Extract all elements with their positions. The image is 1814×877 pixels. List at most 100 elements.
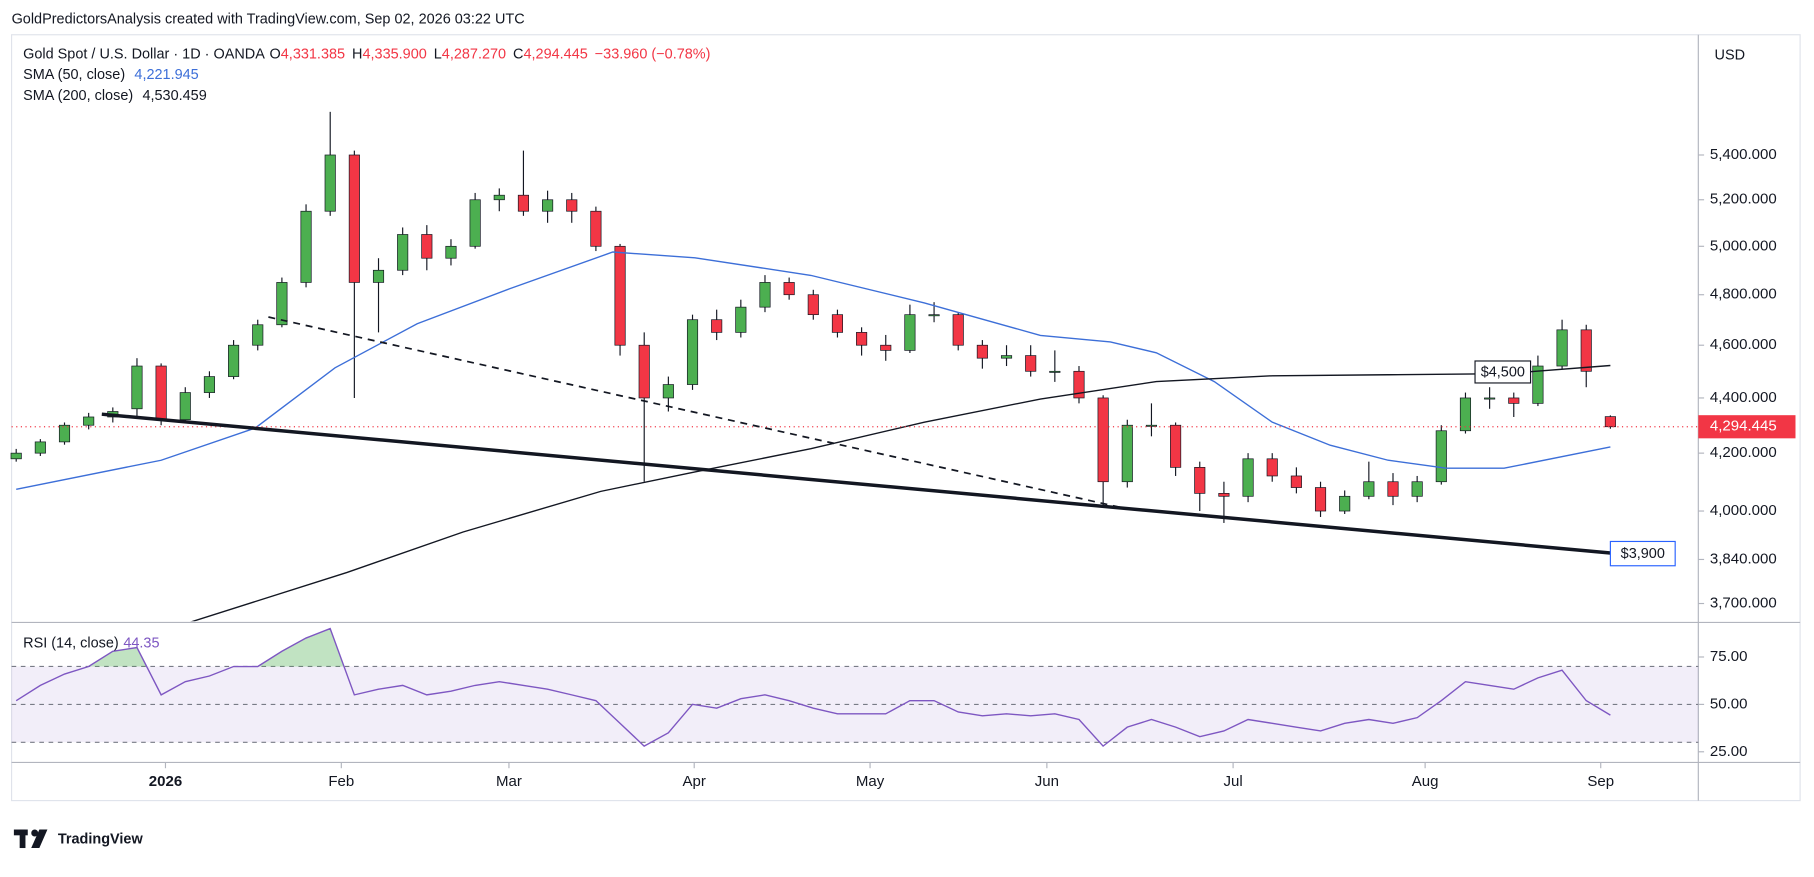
candle-body xyxy=(1242,458,1254,497)
candle-body xyxy=(1459,397,1472,432)
sma-line xyxy=(190,364,1611,622)
candle-body xyxy=(831,314,843,333)
symbol: Gold Spot / U.S. Dollar · 1D · OANDA xyxy=(23,46,265,62)
candle-body xyxy=(807,294,819,316)
x-tick-label: Jun xyxy=(1035,773,1059,790)
ohlc-value: 4,294.445 xyxy=(523,46,587,62)
rsi-name: RSI (14, close) xyxy=(23,635,119,651)
candle-body xyxy=(1170,424,1182,468)
ohlc-key: L xyxy=(434,46,442,62)
currency: USD xyxy=(1715,47,1746,63)
candle-body xyxy=(493,194,505,201)
legend: Gold Spot / U.S. Dollar · 1D · OANDA O4,3… xyxy=(23,46,710,62)
candle-body xyxy=(83,416,95,426)
rsi-pane xyxy=(11,627,1699,748)
candle-body xyxy=(1580,329,1592,372)
ohlc-key: C xyxy=(513,46,523,62)
sma-lines xyxy=(16,251,1611,622)
candle-body xyxy=(372,269,385,283)
candle-body xyxy=(324,154,336,212)
legend: RSI (14, close) 44.35 xyxy=(23,635,159,651)
ohlc-key: O xyxy=(270,46,281,62)
candle-body xyxy=(203,376,215,393)
x-tick-label: Jul xyxy=(1223,773,1242,790)
sma50-name: SMA (50, close) xyxy=(23,67,125,83)
candle-body xyxy=(711,319,723,333)
rsi-value: 44.35 xyxy=(123,635,159,651)
candle-body xyxy=(445,245,457,259)
candle-body xyxy=(1000,355,1013,359)
candle-body xyxy=(397,234,409,271)
candle-body xyxy=(1097,397,1109,483)
x-tick-label: Sep xyxy=(1587,773,1614,790)
sma-line xyxy=(16,251,1611,490)
ohlc-key: H xyxy=(352,46,362,62)
candle-body xyxy=(131,365,143,410)
candle-body xyxy=(1049,370,1061,373)
frame xyxy=(10,34,1801,802)
x-tick-label: 2026 xyxy=(149,773,182,790)
candle-body xyxy=(976,344,988,359)
y-tick-label: 3,700.000 xyxy=(1710,594,1777,611)
axes: 3,700.000 3,840.000 4,000.000 4,200.000 4,40… xyxy=(149,146,1796,790)
candle-body xyxy=(1604,416,1616,428)
ohlc-value: 4,287.270 xyxy=(442,46,506,62)
candle-body xyxy=(1556,329,1568,367)
candle-body xyxy=(880,344,892,351)
candle-body xyxy=(783,282,795,296)
candle-body xyxy=(1121,424,1133,483)
rsi-line xyxy=(15,627,1611,748)
candle-body xyxy=(686,319,699,385)
annotation: $3,900 xyxy=(1621,546,1665,562)
y-tick-label: 5,000.000 xyxy=(1710,237,1777,254)
sma200-value: 4,530.459 xyxy=(142,88,206,104)
candle-body xyxy=(1363,481,1375,497)
sma200-name: SMA (200, close) xyxy=(23,88,133,104)
ohlc-value: 4,331.385 xyxy=(281,46,345,62)
legend: SMA (50, close) 4,221.945 xyxy=(23,67,199,83)
candle-body xyxy=(590,210,602,247)
change: −33.960 (−0.78%) xyxy=(595,46,711,62)
x-tick-label: Mar xyxy=(496,773,522,790)
y-tick-label: 4,600.000 xyxy=(1710,336,1777,353)
ohlc-value: 4,335.900 xyxy=(362,46,426,62)
candle-body xyxy=(1484,397,1496,400)
y-tick-label: 5,400.000 xyxy=(1710,146,1777,163)
rsi-tick-label: 25.00 xyxy=(1710,743,1748,760)
candle-body xyxy=(300,210,312,283)
candle-body xyxy=(759,282,771,308)
candle-body xyxy=(34,441,46,454)
rsi-overbought-fill xyxy=(88,628,344,667)
candle-body xyxy=(1073,370,1085,399)
candle-body xyxy=(638,344,650,399)
last-price-box xyxy=(1698,415,1796,439)
candle-body xyxy=(10,452,22,460)
x-tick-label: May xyxy=(856,773,885,790)
candle-body xyxy=(179,392,191,421)
candle-body xyxy=(1387,481,1399,497)
y-tick-label: 4,200.000 xyxy=(1710,444,1777,461)
candle-body xyxy=(1218,493,1230,497)
candle-body xyxy=(904,314,916,351)
rsi-tick-label: 50.00 xyxy=(1710,695,1748,712)
candle-body xyxy=(735,306,747,333)
candle-body xyxy=(1508,397,1520,404)
x-tick-label: Aug xyxy=(1412,773,1439,790)
annotation-box xyxy=(1474,360,1532,384)
candle-body xyxy=(1025,355,1037,372)
y-tick-label: 4,400.000 xyxy=(1710,389,1777,406)
annotation-box xyxy=(1609,540,1676,567)
candle-body xyxy=(614,245,626,346)
candle-body xyxy=(1266,458,1278,477)
candle-body xyxy=(421,234,433,259)
rsi-tick-label: 75.00 xyxy=(1710,648,1748,665)
caption: GoldPredictorsAnalysis created with Trad… xyxy=(12,12,525,28)
candle-body xyxy=(155,365,167,421)
candle-body xyxy=(856,332,868,346)
price-pane xyxy=(10,111,1699,622)
candle-body xyxy=(1411,481,1423,497)
candle-body xyxy=(517,194,529,212)
candle-body xyxy=(952,314,964,346)
candle-body xyxy=(1532,365,1544,404)
